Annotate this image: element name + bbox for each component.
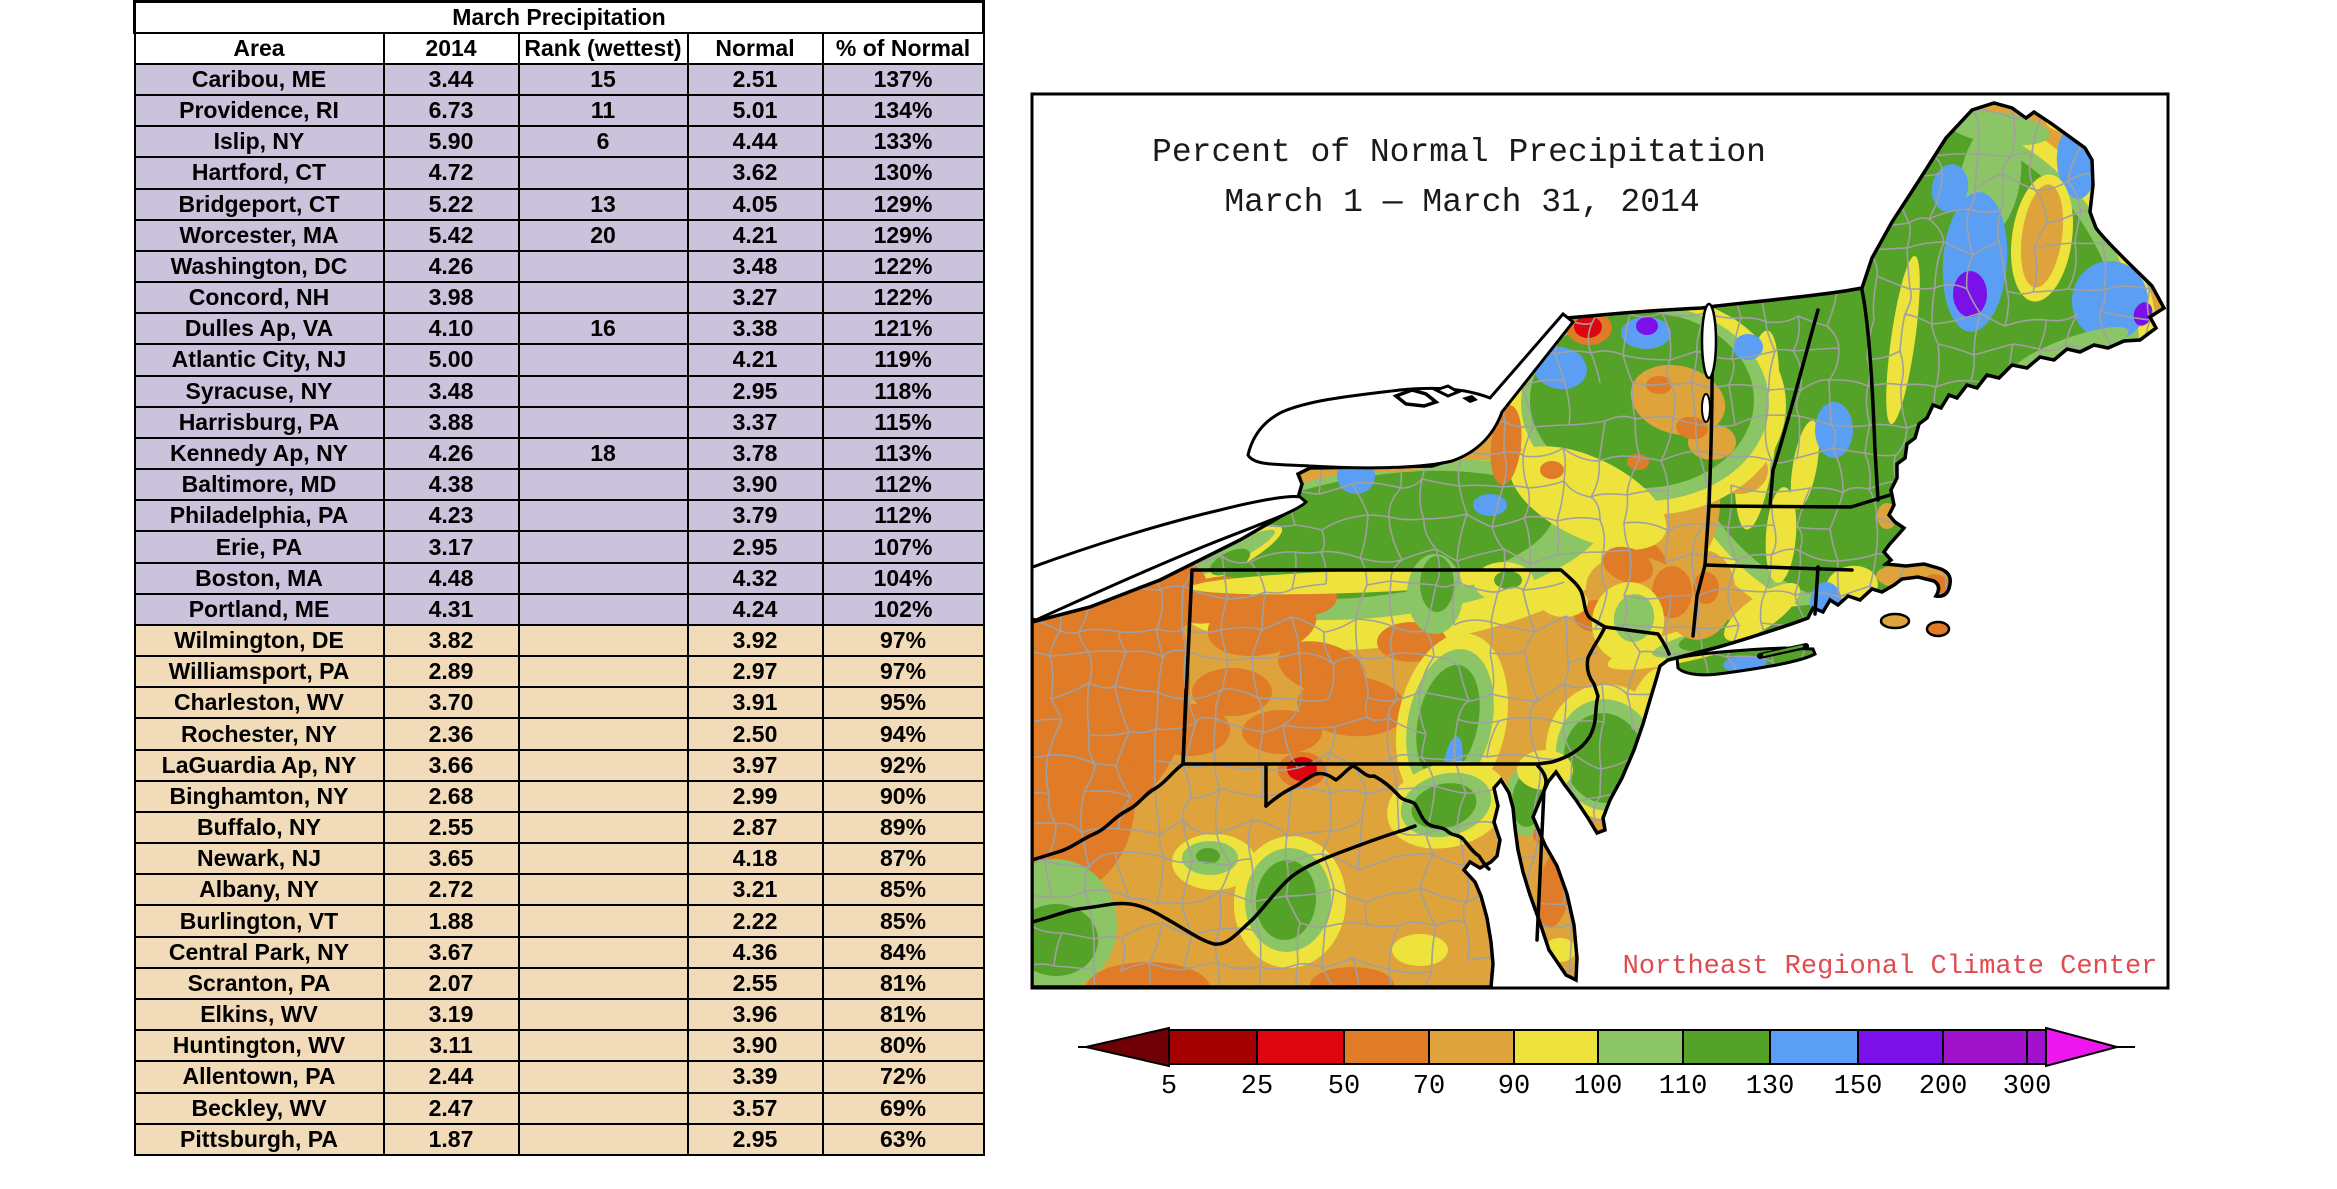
svg-text:70: 70: [1413, 1072, 1445, 1102]
svg-text:25: 25: [1241, 1072, 1273, 1102]
svg-text:Percent of Normal Precipitatio: Percent of Normal Precipitation: [1152, 134, 1766, 171]
svg-text:150: 150: [1834, 1072, 1883, 1102]
svg-text:300: 300: [2003, 1072, 2052, 1102]
svg-text:5: 5: [1161, 1072, 1177, 1102]
svg-text:110: 110: [1659, 1072, 1708, 1102]
svg-text:100: 100: [1574, 1072, 1623, 1102]
svg-text:90: 90: [1498, 1072, 1530, 1102]
svg-text:200: 200: [1919, 1072, 1968, 1102]
svg-text:130: 130: [1746, 1072, 1795, 1102]
svg-text:March 1 — March 31, 2014: March 1 — March 31, 2014: [1224, 184, 1699, 221]
svg-text:50: 50: [1328, 1072, 1360, 1102]
svg-text:Northeast Regional Climate Cen: Northeast Regional Climate Center: [1623, 952, 2158, 982]
